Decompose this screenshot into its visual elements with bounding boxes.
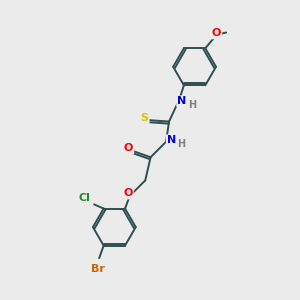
Text: N: N: [177, 96, 186, 106]
Text: H: H: [188, 100, 196, 110]
Text: Cl: Cl: [78, 194, 90, 203]
Text: S: S: [141, 113, 148, 123]
Text: O: O: [124, 188, 133, 199]
Text: H: H: [177, 139, 185, 149]
Text: N: N: [167, 135, 176, 145]
Text: Br: Br: [91, 264, 105, 274]
Text: O: O: [124, 143, 133, 153]
Text: O: O: [212, 28, 221, 38]
